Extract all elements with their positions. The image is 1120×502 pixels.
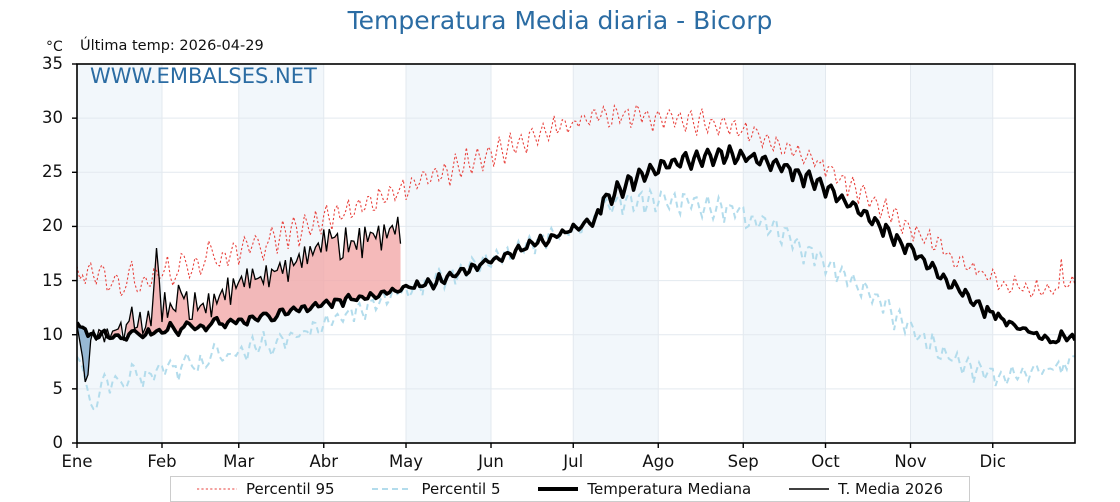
x-tick-label-dic: Dic <box>979 452 1006 471</box>
legend-label: Percentil 95 <box>245 480 335 498</box>
legend-swatch-icon <box>372 483 413 495</box>
y-tick-label: 25 <box>42 162 63 182</box>
series-line-percentil-95 <box>77 103 1075 299</box>
y-tick-label: 5 <box>52 378 64 398</box>
axis-ticks <box>72 63 994 448</box>
legend-label: T. Media 2026 <box>838 480 944 498</box>
x-tick-label-jun: Jun <box>478 452 504 471</box>
y-axis-unit-label: °C <box>46 39 63 55</box>
x-tick-label-mar: Mar <box>223 452 255 471</box>
x-tick-label-feb: Feb <box>147 452 177 471</box>
y-tick-label: 0 <box>52 433 64 452</box>
legend-swatch-icon <box>789 483 830 495</box>
x-tick-label-jul: Jul <box>563 452 584 471</box>
axis-frame <box>76 63 1076 444</box>
x-tick-label-may: May <box>388 452 424 471</box>
last-temp-label: Última temp: 2026-04-29 <box>80 38 264 54</box>
series-line-t-media-2026 <box>77 216 402 383</box>
legend-label: Percentil 5 <box>421 480 501 498</box>
x-tick-label-ene: Ene <box>61 452 93 471</box>
legend-item[interactable]: Percentil 5 <box>372 480 501 498</box>
x-tick-label-abr: Abr <box>309 452 339 471</box>
legend-label: Temperatura Mediana <box>587 480 752 498</box>
y-tick-label: 10 <box>42 324 63 344</box>
x-tick-label-oct: Oct <box>811 452 840 471</box>
legend-item[interactable]: T. Media 2026 <box>789 480 943 498</box>
y-tick-label: 20 <box>42 216 63 236</box>
y-tick-label: 30 <box>42 108 63 128</box>
x-tick-label-ago: Ago <box>642 452 675 471</box>
x-tick-label-sep: Sep <box>727 452 759 471</box>
legend-swatch-icon <box>196 483 237 495</box>
legend-item[interactable]: Temperatura Mediana <box>538 480 751 498</box>
y-tick-label: 35 <box>42 54 63 73</box>
legend-swatch-icon <box>538 483 579 495</box>
page-title: Temperatura Media diaria - Bicorp <box>347 6 773 35</box>
y-tick-label: 15 <box>42 270 63 290</box>
legend: Percentil 95 Percentil 5 Temperatura Media… <box>170 476 970 502</box>
legend-item[interactable]: Percentil 95 <box>196 480 335 498</box>
watermark-label: WWW.EMBALSES.NET <box>90 64 317 88</box>
month-background-bands <box>77 64 993 443</box>
x-tick-label-nov: Nov <box>894 452 927 471</box>
series-line-temperatura-mediana <box>77 144 1075 345</box>
